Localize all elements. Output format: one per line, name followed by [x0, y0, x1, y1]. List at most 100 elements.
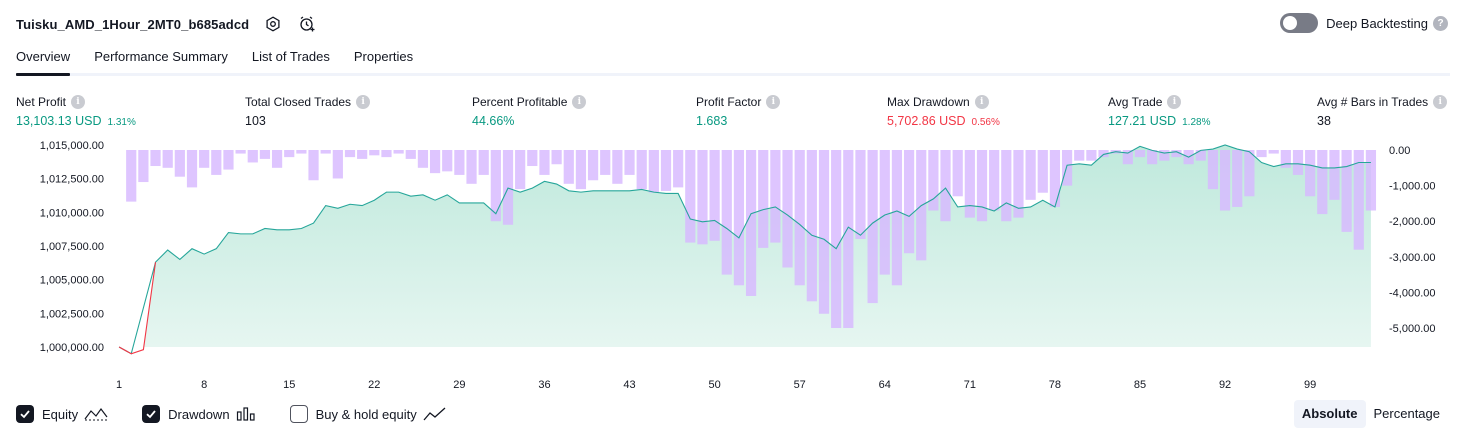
legend-drawdown[interactable]: Drawdown — [142, 405, 255, 423]
report-tabs: Overview Performance Summary List of Tra… — [16, 46, 1450, 76]
bar-chart-icon — [236, 406, 256, 422]
drawdown-bar — [478, 150, 489, 175]
equity-checkbox[interactable] — [16, 405, 34, 423]
y-left-tick-label: 1,000,000.00 — [40, 342, 104, 354]
drawdown-bar — [1268, 150, 1279, 154]
drawdown-bar — [624, 150, 635, 175]
drawdown-bar — [1207, 150, 1219, 190]
drawdown-bar — [138, 150, 149, 183]
legend-buy-hold[interactable]: Buy & hold equity — [289, 405, 447, 423]
line-chart-icon — [423, 406, 447, 422]
metric-avg-trade: Avg Trade i 127.21 USD 1.28% — [1108, 94, 1210, 130]
drawdown-bar — [405, 150, 416, 159]
metric-label: Total Closed Trades — [245, 95, 352, 109]
legend-buy-hold-label: Buy & hold equity — [315, 406, 417, 422]
drawdown-bar — [1341, 150, 1352, 232]
drawdown-bar — [940, 150, 951, 222]
equity-drawdown-chart[interactable]: 1,015,000.00 1,012,500.00 1,010,000.00 1,00… — [0, 138, 1466, 398]
drawdown-bar — [1256, 150, 1267, 158]
equity-area — [119, 145, 1371, 347]
drawdown-bar — [174, 150, 185, 177]
drawdown-bar — [733, 150, 745, 286]
y-left-tick-label: 1,015,000.00 — [40, 140, 104, 152]
drawdown-bar — [490, 150, 501, 222]
x-axis: 1 8 15 22 29 36 43 50 57 64 71 78 85 92 99 — [116, 379, 1316, 391]
drawdown-bar — [1001, 150, 1012, 222]
deep-backtesting-toggle[interactable] — [1280, 13, 1319, 33]
info-icon[interactable]: i — [356, 95, 371, 109]
info-icon[interactable]: i — [1433, 95, 1448, 109]
y-right-tick-label: -3,000.00 — [1389, 252, 1435, 264]
drawdown-bar — [259, 150, 271, 159]
drawdown-bar — [344, 150, 356, 158]
drawdown-checkbox[interactable] — [142, 405, 161, 423]
drawdown-bar — [1244, 150, 1255, 197]
tab-list-of-trades[interactable]: List of Trades — [251, 49, 330, 64]
drawdown-bar — [199, 150, 210, 168]
drawdown-bar — [1171, 150, 1182, 158]
percentage-button[interactable]: Percentage — [1373, 406, 1441, 421]
tab-performance-summary[interactable]: Performance Summary — [94, 49, 228, 64]
drawdown-bar — [223, 150, 234, 170]
drawdown-bar — [1317, 150, 1328, 215]
drawdown-bar — [770, 150, 781, 243]
metric-profit-factor: Profit Factor i 1.683 — [696, 94, 781, 130]
absolute-button[interactable]: Absolute — [1293, 400, 1366, 428]
info-icon[interactable]: i — [572, 95, 587, 109]
drawdown-bar — [1074, 150, 1085, 161]
drawdown-bar — [879, 150, 890, 275]
drawdown-bar — [320, 150, 331, 154]
buy-hold-checkbox[interactable] — [289, 405, 308, 423]
y-right-tick-label: -4,000.00 — [1389, 287, 1435, 299]
metric-label: Avg Trade — [1108, 95, 1163, 109]
drawdown-bar — [1353, 150, 1364, 250]
metric-max-drawdown: Max Drawdown i 5,702.86 USD 0.56% — [887, 94, 1000, 130]
x-tick-label: 92 — [1219, 379, 1231, 391]
info-icon[interactable]: i — [974, 95, 989, 109]
drawdown-bar — [782, 150, 793, 268]
y-right-tick-label: -5,000.00 — [1389, 323, 1435, 335]
tab-properties[interactable]: Properties — [353, 49, 414, 64]
add-alert-icon[interactable] — [297, 14, 317, 34]
drawdown-bar — [818, 150, 830, 314]
settings-icon[interactable] — [263, 14, 283, 34]
drawdown-bar — [806, 150, 817, 302]
metric-label: Max Drawdown — [887, 95, 970, 109]
drawdown-bar — [271, 150, 283, 168]
drawdown-bar — [393, 150, 404, 154]
metric-value: 127.21 USD — [1108, 114, 1177, 128]
drawdown-bar — [1037, 150, 1048, 193]
tab-overview[interactable]: Overview — [16, 46, 71, 76]
drawdown-bar — [685, 150, 696, 243]
metric-percent-profitable: Percent Profitable i 44.66% — [472, 94, 587, 130]
drawdown-bar — [575, 150, 587, 190]
info-icon[interactable]: i — [71, 95, 86, 109]
deep-backtesting-label: Deep Backtesting — [1326, 15, 1428, 31]
drawdown-bar — [442, 150, 453, 172]
drawdown-bar — [928, 150, 939, 211]
drawdown-bar — [539, 150, 550, 175]
strategy-title: Tuisku_AMD_1Hour_2MT0_b685adcd — [16, 16, 250, 32]
legend-equity[interactable]: Equity — [16, 405, 108, 423]
metric-percent: 1.31% — [107, 117, 136, 128]
legend-equity-label: Equity — [42, 406, 79, 422]
drawdown-bar — [697, 150, 708, 245]
equity-line-negative — [118, 262, 157, 355]
drawdown-bar — [745, 150, 757, 296]
strategy-header: Tuisku_AMD_1Hour_2MT0_b685adcd — [16, 12, 317, 36]
drawdown-bar — [1329, 150, 1340, 200]
chart-legend: Equity Drawdown Buy & hold equity — [16, 403, 481, 425]
metric-value: 13,103.13 USD — [16, 114, 102, 128]
metric-total-closed-trades: Total Closed Trades i 103 — [245, 94, 371, 130]
info-icon[interactable]: i — [1167, 95, 1182, 109]
drawdown-bar — [843, 150, 854, 328]
drawdown-bar — [1232, 150, 1243, 207]
help-icon[interactable]: ? — [1433, 15, 1448, 31]
y-left-tick-label: 1,012,500.00 — [40, 174, 104, 186]
legend-drawdown-label: Drawdown — [168, 406, 230, 422]
left-axis: 1,015,000.00 1,012,500.00 1,010,000.00 1,00… — [40, 140, 104, 354]
y-right-tick-label: -2,000.00 — [1389, 216, 1435, 228]
metric-label: Profit Factor — [696, 95, 762, 109]
x-tick-label: 64 — [879, 379, 891, 391]
info-icon[interactable]: i — [766, 95, 781, 109]
